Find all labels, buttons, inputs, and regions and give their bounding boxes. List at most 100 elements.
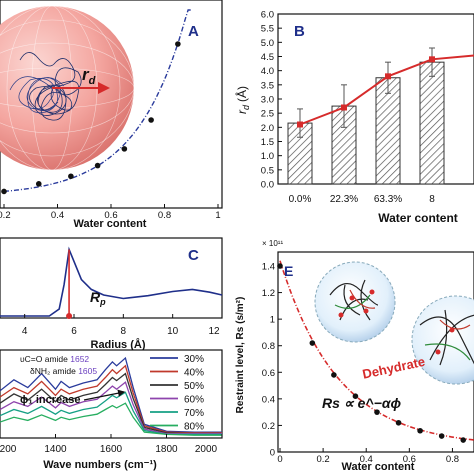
y-tick-label-e-3: 0.6 bbox=[262, 368, 275, 379]
phi-increase-label: ϕ₁ increase bbox=[20, 394, 81, 406]
spectrum-line-4 bbox=[0, 391, 222, 436]
point-a-5 bbox=[148, 117, 154, 123]
y-axis-label-e: Restraint level, Rs (s/m²) bbox=[235, 297, 246, 414]
x-tick-label-c-0: 4 bbox=[22, 326, 28, 337]
y-tick-label-b-2: 1.0 bbox=[261, 151, 274, 162]
panel-d: υC=O amide 1652 δNH₂ amide 1605 ϕ₁ incre… bbox=[0, 349, 223, 471]
x-ticks-e: 0 0.2 0.4 0.6 0.8 bbox=[277, 448, 459, 465]
x-tick-label-c-3: 10 bbox=[167, 326, 179, 337]
phi-increase-arrow bbox=[83, 389, 126, 401]
x-axis-label-d: Wave numbers (cm⁻¹) bbox=[43, 459, 157, 471]
y-tick-label-b-0: 0.0 bbox=[261, 180, 274, 191]
y-tick-label-e-6: 1.2 bbox=[262, 288, 275, 299]
x-axis-label-e: Water content bbox=[342, 461, 415, 473]
category-label-b-3: 8 bbox=[429, 194, 435, 205]
polymer-coil bbox=[19, 52, 82, 121]
panel-letter-c: C bbox=[188, 247, 199, 264]
x-tick-label-e-4: 0.8 bbox=[446, 454, 459, 465]
x-tick-label-d-1: 1400 bbox=[44, 444, 67, 455]
x-ticks-c: 4 6 8 10 12 bbox=[22, 314, 223, 337]
x-tick-label-a-3: 0.8 bbox=[158, 210, 171, 221]
spectrum-line-3 bbox=[0, 381, 222, 435]
sphere-illustration: rd bbox=[0, 5, 135, 171]
point-e-5 bbox=[395, 419, 402, 426]
legend-label-2: 50% bbox=[184, 381, 204, 392]
panel-letter-b: B bbox=[294, 23, 305, 40]
point-a-1 bbox=[35, 181, 42, 187]
panel-c: C Rp 4 6 8 10 12 Radius (Å) bbox=[0, 237, 223, 351]
x-tick-label-e-3: 0.6 bbox=[403, 454, 416, 465]
panel-c-frame bbox=[0, 237, 223, 319]
point-a-0 bbox=[1, 188, 7, 195]
mean-point-b-3 bbox=[429, 56, 435, 63]
peak-marker bbox=[66, 313, 73, 319]
legend-label-1: 40% bbox=[184, 368, 204, 379]
annotation-co-amide: υC=O amide 1652 bbox=[20, 354, 89, 364]
panel-b: 0.00.51.01.52.02.53.03.54.04.55.05.56.0 … bbox=[234, 10, 474, 225]
point-e-2 bbox=[331, 372, 337, 378]
x-tick-label-d-4: 2000 bbox=[195, 444, 218, 455]
y-tick-label-b-12: 6.0 bbox=[261, 10, 274, 21]
x-tick-label-e-2: 0.4 bbox=[360, 454, 373, 465]
point-a-6 bbox=[175, 41, 181, 47]
point-a-4 bbox=[121, 146, 128, 152]
y-tick-label-b-7: 3.5 bbox=[261, 80, 274, 91]
category-labels-b: 0.0% 22.3% 63.3% 8 bbox=[289, 194, 436, 205]
x-ticks-a: 0.2 0.4 0.6 0.8 1 bbox=[0, 204, 221, 221]
y-tick-label-b-1: 0.5 bbox=[261, 165, 274, 176]
y-tick-label-b-3: 1.5 bbox=[261, 137, 274, 148]
network-illustration bbox=[314, 261, 474, 385]
dehydrate-label: Dehydrate bbox=[361, 354, 426, 382]
rp-label: Rp bbox=[90, 289, 106, 307]
point-e-6 bbox=[417, 427, 423, 434]
y-ticks-e: 0 0.2 0.4 0.6 0.8 1 1.2 1.4 bbox=[262, 262, 282, 459]
panel-letter-e: E bbox=[284, 263, 293, 279]
polymer-coil-2 bbox=[9, 76, 65, 113]
x-tick-label-d-0: 200 bbox=[0, 444, 17, 455]
legend-d: 30% 40% 50% 60% 70% 80% bbox=[150, 354, 204, 433]
panel-e: × 10¹¹ Restraint level, Rs (s/m²) 0 0.2 0.… bbox=[235, 239, 474, 473]
category-label-b-0: 0.0% bbox=[289, 194, 312, 205]
spectrum-line-0 bbox=[0, 356, 222, 433]
y-tick-label-b-9: 4.5 bbox=[261, 52, 274, 63]
x-ticks-d: 200 1400 1600 1800 2000 bbox=[0, 434, 223, 455]
y-axis-label-b: rd(Å) bbox=[234, 86, 251, 114]
x-tick-label-c-2: 8 bbox=[121, 326, 127, 337]
y-tick-label-b-11: 5.5 bbox=[261, 24, 274, 35]
mean-point-b-2 bbox=[385, 73, 391, 80]
x-tick-label-d-2: 1600 bbox=[100, 444, 123, 455]
panel-letter-a: A bbox=[188, 23, 199, 40]
bar-b-3 bbox=[419, 61, 445, 185]
legend-label-4: 70% bbox=[184, 408, 204, 419]
point-e-8 bbox=[460, 437, 467, 443]
rdf-curve bbox=[0, 246, 223, 317]
y-tick-label-b-6: 3.0 bbox=[261, 95, 274, 106]
y-tick-label-e-0: 0 bbox=[270, 448, 275, 459]
x-tick-label-a-1: 0.4 bbox=[51, 210, 64, 221]
swollen-network-bubble bbox=[411, 295, 474, 385]
y-tick-label-e-5: 1 bbox=[270, 315, 275, 326]
x-tick-label-e-0: 0 bbox=[277, 454, 282, 465]
category-label-b-2: 63.3% bbox=[374, 194, 402, 205]
y-tick-label-b-4: 2.0 bbox=[261, 123, 274, 134]
x-tick-label-c-4: 12 bbox=[208, 326, 220, 337]
point-e-0 bbox=[277, 263, 283, 269]
compact-network-bubble bbox=[314, 261, 396, 343]
y-ticks-b: 0.0 0.5 1.0 1.5 2.0 2.5 3.0 3.5 4.0 4.5 5.0 5.5 6.0 bbox=[261, 10, 282, 191]
legend-label-3: 60% bbox=[184, 395, 204, 406]
annotation-nh2-amide: δNH₂ amide 1605 bbox=[30, 366, 97, 376]
equation-label: Rs ∝ e^−αϕ bbox=[322, 395, 401, 411]
mean-point-b-1 bbox=[341, 104, 347, 111]
category-label-b-1: 22.3% bbox=[330, 194, 358, 205]
x-tick-label-d-3: 1800 bbox=[155, 444, 178, 455]
y-tick-label-e-4: 0.8 bbox=[262, 341, 275, 352]
legend-label-5: 80% bbox=[184, 422, 204, 433]
point-a-3 bbox=[94, 162, 101, 169]
mean-point-b-0 bbox=[297, 121, 303, 128]
point-e-4 bbox=[374, 409, 380, 415]
point-a-2 bbox=[68, 173, 74, 180]
radius-symbol: rd bbox=[82, 65, 96, 87]
panel-a: rd A 0.2 0.4 0.6 0.8 1 Water content bbox=[0, 0, 223, 230]
y-tick-label-e-1: 0.2 bbox=[262, 421, 275, 432]
